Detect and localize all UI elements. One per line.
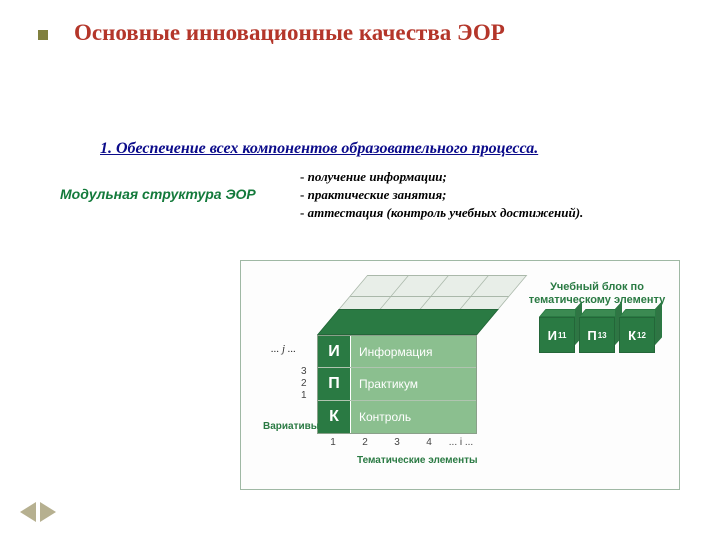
cell-label-practicum: Практикум — [351, 368, 476, 399]
cube-row-info: И Информация — [318, 336, 476, 368]
bullet-3: аттестация (контроль учебных достижений)… — [308, 205, 584, 220]
legend-cubes: И11 П13 К12 — [527, 317, 667, 353]
y-tick-1: 1 — [301, 391, 307, 403]
legend-cube-k-sub: 12 — [637, 331, 646, 340]
cell-letter-p: П — [318, 368, 351, 399]
cell-letter-k: К — [318, 401, 351, 433]
y-axis-label: Вариативы — [263, 421, 319, 432]
x-tick-1: 1 — [317, 437, 349, 448]
cell-label-control: Контроль — [351, 401, 476, 433]
x-tick-4: 4 — [413, 437, 445, 448]
cell-label-info: Информация — [351, 336, 476, 367]
legend-cube-i-sub: 11 — [558, 331, 566, 340]
legend-cube-k-main: К — [628, 328, 636, 343]
x-tick-3: 3 — [381, 437, 413, 448]
legend-cube-p-sub: 13 — [598, 331, 607, 340]
subtitle: Модульная структура ЭОР — [60, 186, 256, 202]
title-bullet — [38, 30, 48, 40]
legend-block: Учебный блок по тематическому элементу И… — [527, 281, 667, 353]
diagram-container: И Информация П Практикум К Контроль 1 2 … — [240, 260, 680, 490]
j-axis-label: ... j ... — [271, 343, 296, 355]
legend-cube-k: К12 — [619, 317, 655, 353]
x-tick-i: ... i ... — [445, 437, 477, 448]
prev-arrow-icon[interactable] — [20, 502, 36, 522]
legend-cube-i-main: И — [548, 328, 557, 343]
cell-letter-i: И — [318, 336, 351, 367]
legend-cube-p: П13 — [579, 317, 615, 353]
nav-arrows — [20, 502, 56, 522]
cube-3d: И Информация П Практикум К Контроль 1 2 … — [257, 275, 497, 475]
y-axis-ticks: 3 2 1 — [301, 367, 307, 403]
legend-cube-p-main: П — [587, 328, 596, 343]
cube-row-control: К Контроль — [318, 401, 476, 433]
cube-front-face: И Информация П Практикум К Контроль — [317, 335, 477, 434]
page-title: Основные инновационные качества ЭОР — [74, 20, 690, 46]
cube-top-face — [317, 309, 499, 335]
section-heading: 1. Обеспечение всех компонентов образова… — [100, 140, 538, 158]
bullet-1: получение информации; — [308, 169, 447, 184]
legend-title: Учебный блок по тематическому элементу — [527, 281, 667, 307]
bullet-list: - получение информации; - практические з… — [300, 168, 583, 223]
cube-row-practicum: П Практикум — [318, 368, 476, 400]
x-axis-ticks: 1 2 3 4 ... i ... — [317, 437, 477, 448]
next-arrow-icon[interactable] — [40, 502, 56, 522]
bullet-2: практические занятия; — [308, 187, 447, 202]
x-axis-label: Тематические элементы — [357, 455, 478, 466]
legend-cube-i: И11 — [539, 317, 575, 353]
x-tick-2: 2 — [349, 437, 381, 448]
